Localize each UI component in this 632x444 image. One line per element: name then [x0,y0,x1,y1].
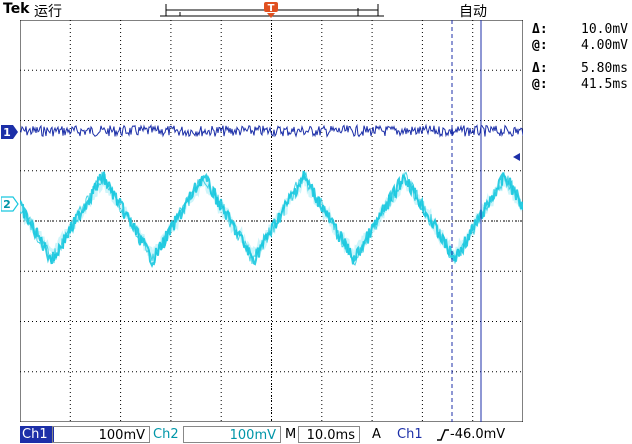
trigger-source[interactable]: Ch1 [397,427,423,442]
ch1-trace-path [20,123,523,138]
ch2-marker-label: 2 [3,198,11,211]
graticule [20,20,523,422]
time-delta-value: 5.80ms [581,61,628,76]
at-symbol: @: [532,77,548,92]
run-state-label: 运行 [34,4,62,20]
at-symbol: @: [532,38,548,53]
ch1-label[interactable]: Ch1 [20,426,54,443]
delta-symbol: Δ: [532,61,548,76]
time-delta-readout: Δ: 5.80ms [532,61,628,76]
trigger-prefix: A [372,427,381,442]
voltage-delta-readout: Δ: 10.0mV [532,22,628,37]
waveform-display[interactable] [20,20,523,422]
voltage-at-value: 4.00mV [581,38,628,53]
ch2-ground-marker[interactable]: 2 [1,196,23,212]
timebase-value[interactable]: 10.0ms [298,426,360,443]
trigger-level-marker[interactable] [513,153,520,161]
ch2-label[interactable]: Ch2 [151,426,185,443]
delta-symbol: Δ: [532,22,548,37]
brand-logo: Tek [3,1,30,17]
timebase-prefix: M [285,427,297,442]
voltage-delta-value: 10.0mV [581,22,628,37]
ch1-scale[interactable]: 100mV [52,426,150,443]
ch2-scale[interactable]: 100mV [183,426,281,443]
trigger-level[interactable]: -46.0mV [450,427,506,442]
trigger-mode-label: 自动 [459,4,487,20]
voltage-at-readout: @: 4.00mV [532,38,628,53]
time-at-value: 41.5ms [581,77,628,92]
ch1-waveform [20,123,523,138]
ch1-ground-marker[interactable]: 1 [1,124,20,140]
top-status-bar: Tek 运行 自动 [0,0,632,20]
bottom-status-bar: Ch1 100mV Ch2 100mV M 10.0ms A Ch1 -46.0… [0,425,632,444]
time-at-readout: @: 41.5ms [532,77,628,92]
ch1-marker-label: 1 [3,126,11,139]
rising-edge-icon [437,429,449,441]
trigger-marker-glyph-top: T [268,3,275,14]
ch2-trace-path-noise [20,170,523,266]
ch2-waveform [20,169,523,268]
